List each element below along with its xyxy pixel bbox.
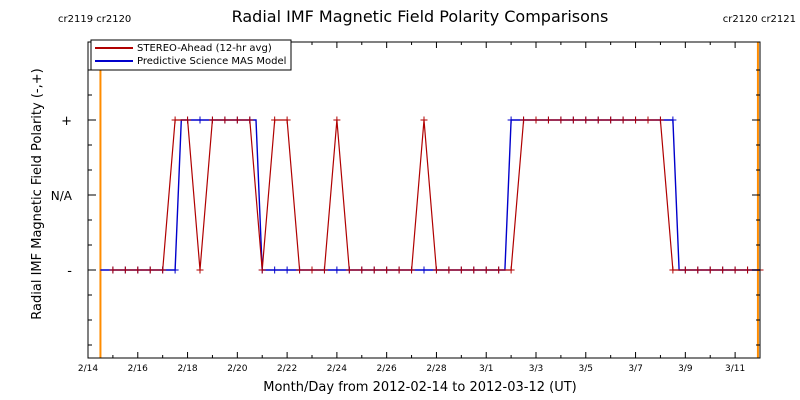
x-tick-label: 2/14 xyxy=(78,364,98,374)
stereo-marker xyxy=(544,116,552,124)
stereo-marker xyxy=(619,116,627,124)
x-axis-label: Month/Day from 2012-02-14 to 2012-03-12 … xyxy=(263,380,576,395)
x-tick-label: 3/5 xyxy=(579,364,593,374)
stereo-marker xyxy=(383,266,391,274)
stereo-marker xyxy=(607,116,615,124)
y-tick-label: - xyxy=(67,264,72,279)
stereo-marker xyxy=(470,266,478,274)
stereo-marker xyxy=(320,266,328,274)
stereo-marker xyxy=(532,116,540,124)
x-tick-label: 3/3 xyxy=(529,364,543,374)
stereo-marker xyxy=(283,116,291,124)
model-marker xyxy=(507,116,515,124)
model-marker xyxy=(171,266,179,274)
legend-label-stereo: STEREO-Ahead (12-hr avg) xyxy=(137,43,272,54)
x-tick-label: 2/16 xyxy=(128,364,148,374)
model-marker xyxy=(196,116,204,124)
stereo-marker xyxy=(445,266,453,274)
model-marker xyxy=(669,116,677,124)
stereo-marker xyxy=(632,116,640,124)
y-tick-label: + xyxy=(61,114,72,129)
stereo-marker xyxy=(669,266,677,274)
stereo-marker xyxy=(121,266,129,274)
stereo-marker xyxy=(457,266,465,274)
stereo-marker xyxy=(656,116,664,124)
series-lines xyxy=(100,119,760,271)
stereo-marker xyxy=(271,116,279,124)
y-axis-label: Radial IMF Magnetic Field Polarity (-,+) xyxy=(30,68,45,319)
model-marker xyxy=(420,266,428,274)
stereo-marker xyxy=(221,116,229,124)
stereo-marker xyxy=(482,266,490,274)
stereo-marker xyxy=(246,116,254,124)
x-tick-label: 2/22 xyxy=(277,364,297,374)
stereo-marker xyxy=(184,116,192,124)
x-tick-label: 3/11 xyxy=(725,364,745,374)
x-tick-label: 3/7 xyxy=(628,364,642,374)
stereo-marker xyxy=(495,266,503,274)
stereo-marker xyxy=(159,266,167,274)
x-tick-label: 3/1 xyxy=(479,364,493,374)
stereo-marker xyxy=(345,266,353,274)
x-tick-label: 2/18 xyxy=(177,364,197,374)
model-marker xyxy=(271,266,279,274)
stereo-marker xyxy=(258,266,266,274)
x-tick-label: 2/20 xyxy=(227,364,247,374)
stereo-marker xyxy=(333,116,341,124)
x-tick-label: 2/26 xyxy=(377,364,397,374)
x-tick-label: 2/28 xyxy=(426,364,446,374)
stereo-marker xyxy=(744,266,752,274)
stereo-series-line xyxy=(112,119,760,271)
stereo-marker xyxy=(134,266,142,274)
model-marker xyxy=(333,266,341,274)
stereo-marker xyxy=(196,266,204,274)
stereo-marker xyxy=(408,266,416,274)
chart-title: Radial IMF Magnetic Field Polarity Compa… xyxy=(232,7,609,26)
stereo-marker xyxy=(582,116,590,124)
carrington-label-left: cr2119 cr2120 xyxy=(58,14,131,25)
y-tick-label: N/A xyxy=(51,189,73,203)
stereo-marker xyxy=(644,116,652,124)
stereo-marker xyxy=(569,116,577,124)
stereo-marker xyxy=(706,266,714,274)
stereo-marker xyxy=(233,116,241,124)
model-marker xyxy=(283,266,291,274)
carrington-label-right: cr2120 cr2121 xyxy=(723,14,796,25)
legend-box xyxy=(90,39,292,71)
stereo-marker xyxy=(146,266,154,274)
stereo-marker xyxy=(109,266,117,274)
stereo-marker xyxy=(694,266,702,274)
x-tick-label: 2/24 xyxy=(327,364,347,374)
stereo-marker xyxy=(594,116,602,124)
stereo-marker xyxy=(296,266,304,274)
legend-label-model: Predictive Science MAS Model xyxy=(137,56,286,67)
stereo-marker xyxy=(432,266,440,274)
stereo-marker xyxy=(308,266,316,274)
plot-frame xyxy=(87,41,761,359)
y-axis: - N/A + xyxy=(51,69,760,346)
stereo-marker xyxy=(719,266,727,274)
x-axis: 2/14 2/16 2/18 2/20 2/22 2/24 2/26 2/28 3/1 3/3 3/… xyxy=(78,42,761,374)
stereo-marker xyxy=(358,266,366,274)
stereo-marker xyxy=(520,116,528,124)
legend: STEREO-Ahead (12-hr avg) Predictive Scie… xyxy=(90,39,292,71)
stereo-marker xyxy=(681,266,689,274)
stereo-marker xyxy=(370,266,378,274)
stereo-marker xyxy=(395,266,403,274)
stereo-marker xyxy=(171,116,179,124)
series-markers xyxy=(109,116,764,274)
carrington-lines xyxy=(99,42,759,358)
stereo-marker xyxy=(507,266,515,274)
stereo-marker xyxy=(731,266,739,274)
stereo-marker xyxy=(557,116,565,124)
x-tick-label: 3/9 xyxy=(678,364,693,374)
stereo-marker xyxy=(208,116,216,124)
stereo-marker xyxy=(420,116,428,124)
